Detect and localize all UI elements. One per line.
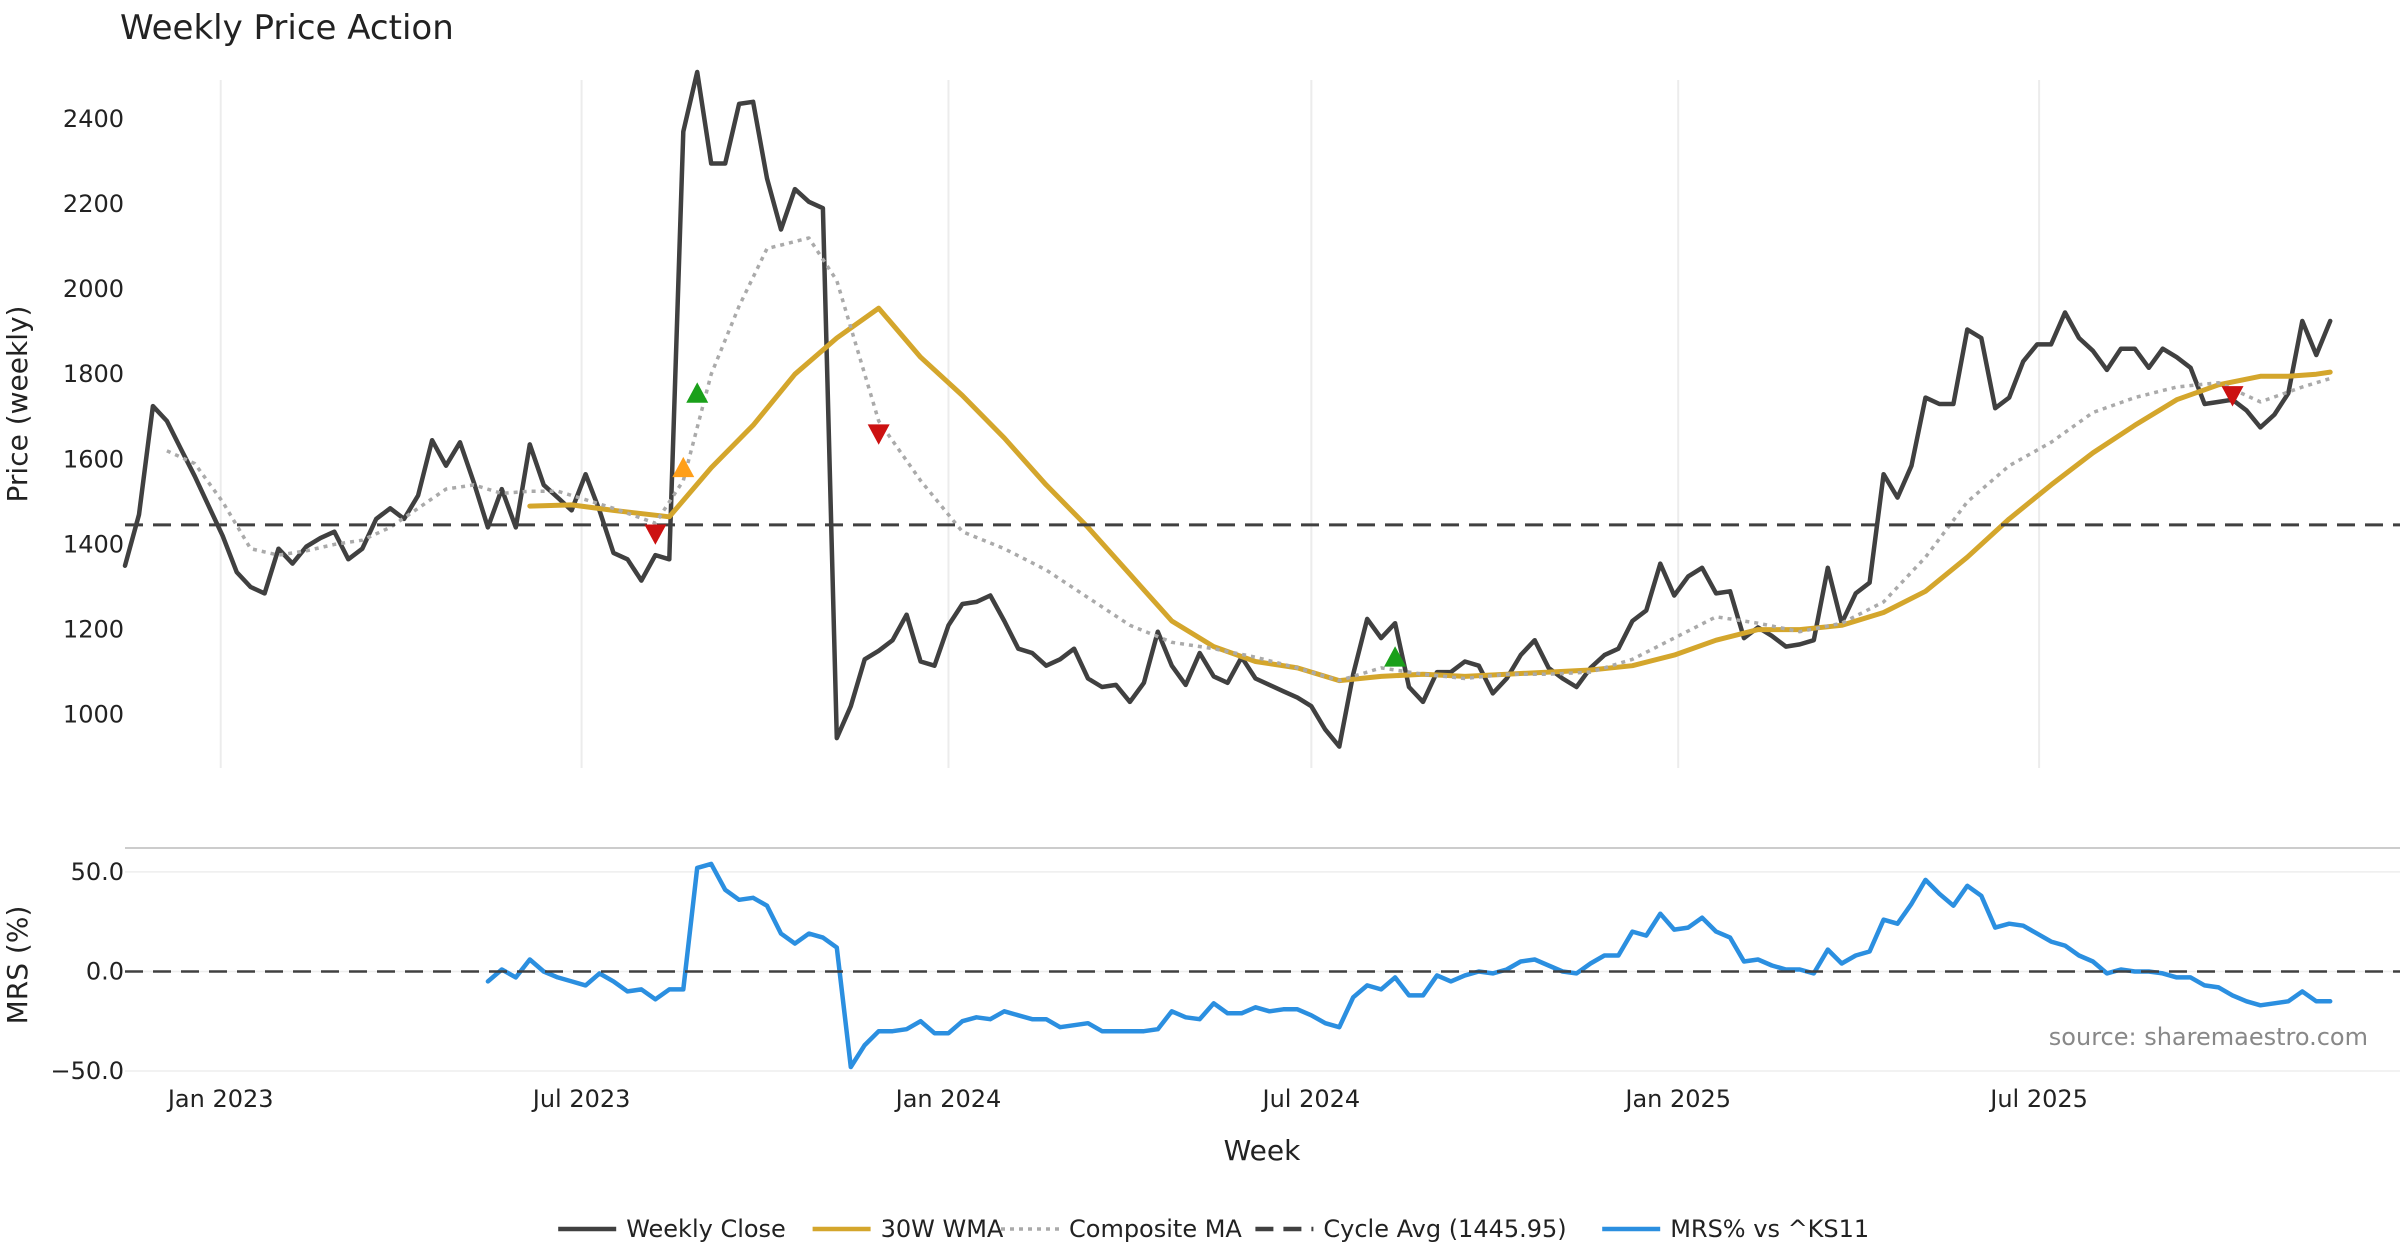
legend-label-30w-wma: 30W WMA: [881, 1215, 1004, 1243]
signal-marker-triangle-up-2: [672, 456, 695, 478]
price-y-tick-1800: 1800: [63, 360, 124, 388]
x-tick-label-jul-2024: Jul 2024: [1261, 1085, 1361, 1113]
price-y-axis-label: Price (weekly): [1, 306, 34, 503]
legend-label-cycle-avg-1445-95: Cycle Avg (1445.95): [1323, 1215, 1566, 1243]
price-y-tick-1200: 1200: [63, 616, 124, 644]
mrs-panel: 50.0 0.0 −50.0: [50, 847, 2400, 1085]
price-y-tick-1400: 1400: [63, 530, 124, 558]
legend-label-mrs-vs-ks11: MRS% vs ^KS11: [1670, 1215, 1869, 1243]
series-line-weekly-close: [122, 69, 2333, 749]
signal-marker-triangle-up-5: [1384, 646, 1407, 667]
series-line-30w-wma: [527, 305, 2333, 684]
source-annotation: source: sharemaestro.com: [2049, 1023, 2368, 1051]
signal-marker-triangle-down-6: [2221, 386, 2244, 407]
legend-item-mrs-vs-ks11: MRS% vs ^KS11: [1602, 1215, 1869, 1243]
mrs-y-tick-2: 0.0: [86, 957, 124, 985]
legend-label-weekly-close: Weekly Close: [626, 1215, 786, 1243]
legend-item-30w-wma: 30W WMA: [812, 1215, 1004, 1243]
legend-item-weekly-close: Weekly Close: [558, 1215, 786, 1243]
legend-label-composite-ma: Composite MA: [1069, 1215, 1242, 1243]
signal-marker-triangle-down-1: [644, 524, 667, 545]
legend-item-composite-ma: Composite MA: [1001, 1215, 1242, 1243]
mrs-y-tick-1: 50.0: [71, 858, 124, 886]
legend-item-cycle-avg-1445-95: Cycle Avg (1445.95): [1255, 1215, 1567, 1243]
price-panel: 1000 1200 1400 1600 1800 2000 2200 2400: [63, 69, 2400, 768]
chart-title: Weekly Price Action: [120, 8, 454, 48]
x-tick-label-jul-2023: Jul 2023: [531, 1085, 631, 1113]
series-line-mrs-vs-ks11: [485, 861, 2333, 1070]
x-tick-label-jan-2025: Jan 2025: [1623, 1085, 1731, 1113]
series-line-composite-ma: [166, 236, 2331, 683]
x-tick-label-jan-2023: Jan 2023: [166, 1085, 274, 1113]
signal-marker-triangle-up-3: [686, 382, 709, 403]
price-y-tick-1600: 1600: [63, 445, 124, 473]
price-y-tick-2400: 2400: [63, 105, 124, 133]
x-axis-label: Week: [1224, 1134, 1301, 1167]
legend: Weekly Close 30W WMA Composite MA Cycle Avg…: [558, 1215, 1869, 1243]
x-tick-label-jul-2025: Jul 2025: [1988, 1085, 2088, 1113]
mrs-y-axis-label: MRS (%): [1, 906, 34, 1025]
signal-marker-triangle-down-4: [867, 424, 890, 445]
price-y-tick-2000: 2000: [63, 275, 124, 303]
x-axis: Jan 2023 Jul 2023 Jan 2024 Jul 2024 Jan 2025…: [166, 1085, 2088, 1113]
price-y-tick-2200: 2200: [63, 190, 124, 218]
x-tick-label-jan-2024: Jan 2024: [894, 1085, 1002, 1113]
price-y-tick-1000: 1000: [63, 701, 124, 729]
mrs-y-tick-3: −50.0: [50, 1057, 124, 1085]
